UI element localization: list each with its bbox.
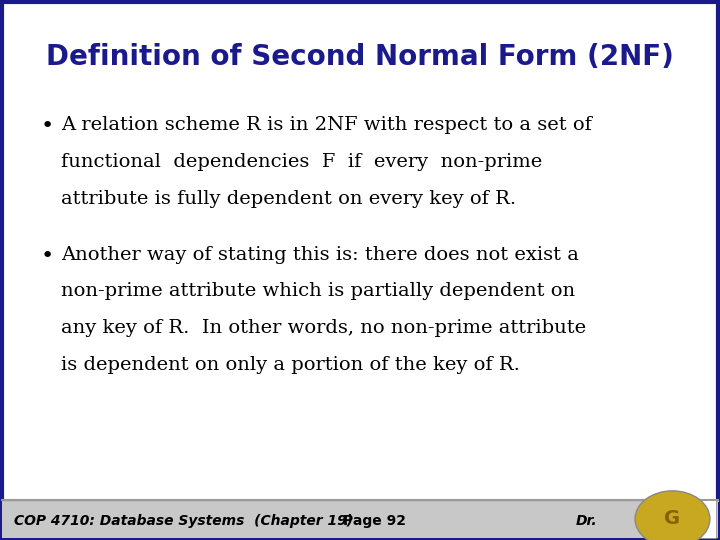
Bar bbox=[2, 500, 718, 538]
Text: •: • bbox=[40, 246, 53, 266]
Text: Page 92: Page 92 bbox=[343, 514, 406, 528]
Text: •: • bbox=[40, 116, 53, 136]
Text: attribute is fully dependent on every key of R.: attribute is fully dependent on every ke… bbox=[61, 190, 516, 207]
Text: is dependent on only a portion of the key of R.: is dependent on only a portion of the ke… bbox=[61, 356, 520, 374]
Text: Definition of Second Normal Form (2NF): Definition of Second Normal Form (2NF) bbox=[46, 43, 674, 71]
Text: Dr.: Dr. bbox=[576, 514, 598, 528]
Text: COP 4710: Database Systems  (Chapter 19): COP 4710: Database Systems (Chapter 19) bbox=[14, 514, 354, 528]
Circle shape bbox=[635, 491, 710, 540]
Text: Another way of stating this is: there does not exist a: Another way of stating this is: there do… bbox=[61, 246, 579, 264]
Text: functional  dependencies  F  if  every  non-prime: functional dependencies F if every non-p… bbox=[61, 153, 542, 171]
Text: any key of R.  In other words, no non-prime attribute: any key of R. In other words, no non-pri… bbox=[61, 319, 586, 337]
Text: non-prime attribute which is partially dependent on: non-prime attribute which is partially d… bbox=[61, 282, 575, 300]
Circle shape bbox=[638, 493, 707, 540]
Text: G: G bbox=[665, 509, 680, 529]
Text: A relation scheme R is in 2NF with respect to a set of: A relation scheme R is in 2NF with respe… bbox=[61, 116, 592, 134]
Bar bbox=[648, 500, 716, 538]
